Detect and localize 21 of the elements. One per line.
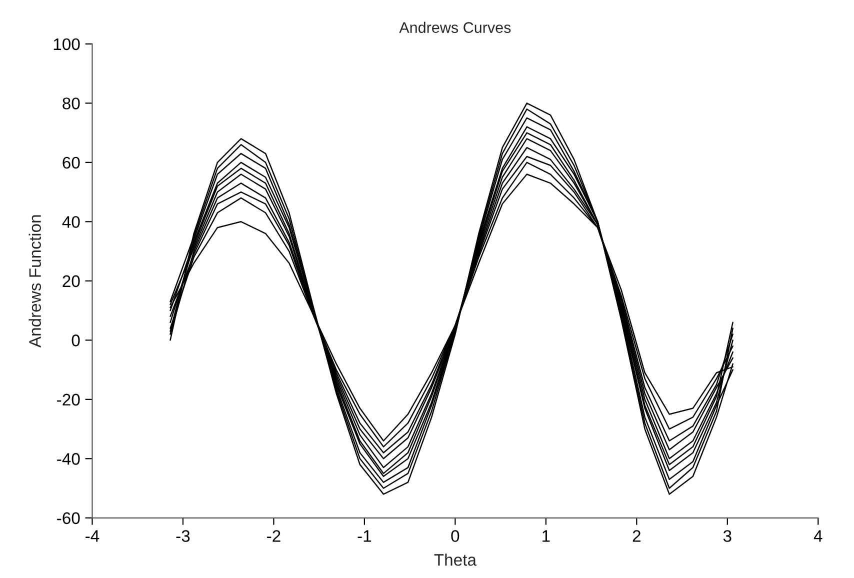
x-tick-label: 3 bbox=[723, 530, 732, 542]
x-tick-label: 1 bbox=[542, 530, 550, 542]
x-tick-label: -4 bbox=[86, 530, 100, 542]
y-tick-label: -20 bbox=[57, 394, 80, 406]
y-tick-label: 80 bbox=[62, 98, 80, 110]
chart-title: Andrews Curves bbox=[399, 22, 511, 33]
y-tick-label: 100 bbox=[54, 38, 80, 50]
x-tick-label: -1 bbox=[358, 530, 372, 542]
x-tick-label: -3 bbox=[176, 530, 190, 542]
y-tick-label: 60 bbox=[62, 156, 80, 169]
x-tick-label: -2 bbox=[267, 530, 280, 542]
y-tick-label: -60 bbox=[57, 512, 80, 524]
y-tick-label: 0 bbox=[72, 334, 80, 346]
y-tick-label: 20 bbox=[62, 275, 80, 288]
y-tick-label: 40 bbox=[62, 216, 80, 228]
y-tick-label: -40 bbox=[57, 453, 80, 465]
x-tick-label: 4 bbox=[814, 530, 822, 542]
x-axis-title: Theta bbox=[434, 554, 476, 566]
x-tick-label: 0 bbox=[451, 530, 460, 542]
y-axis-title: Andrews Function bbox=[28, 215, 41, 348]
x-tick-label: 2 bbox=[632, 530, 640, 542]
